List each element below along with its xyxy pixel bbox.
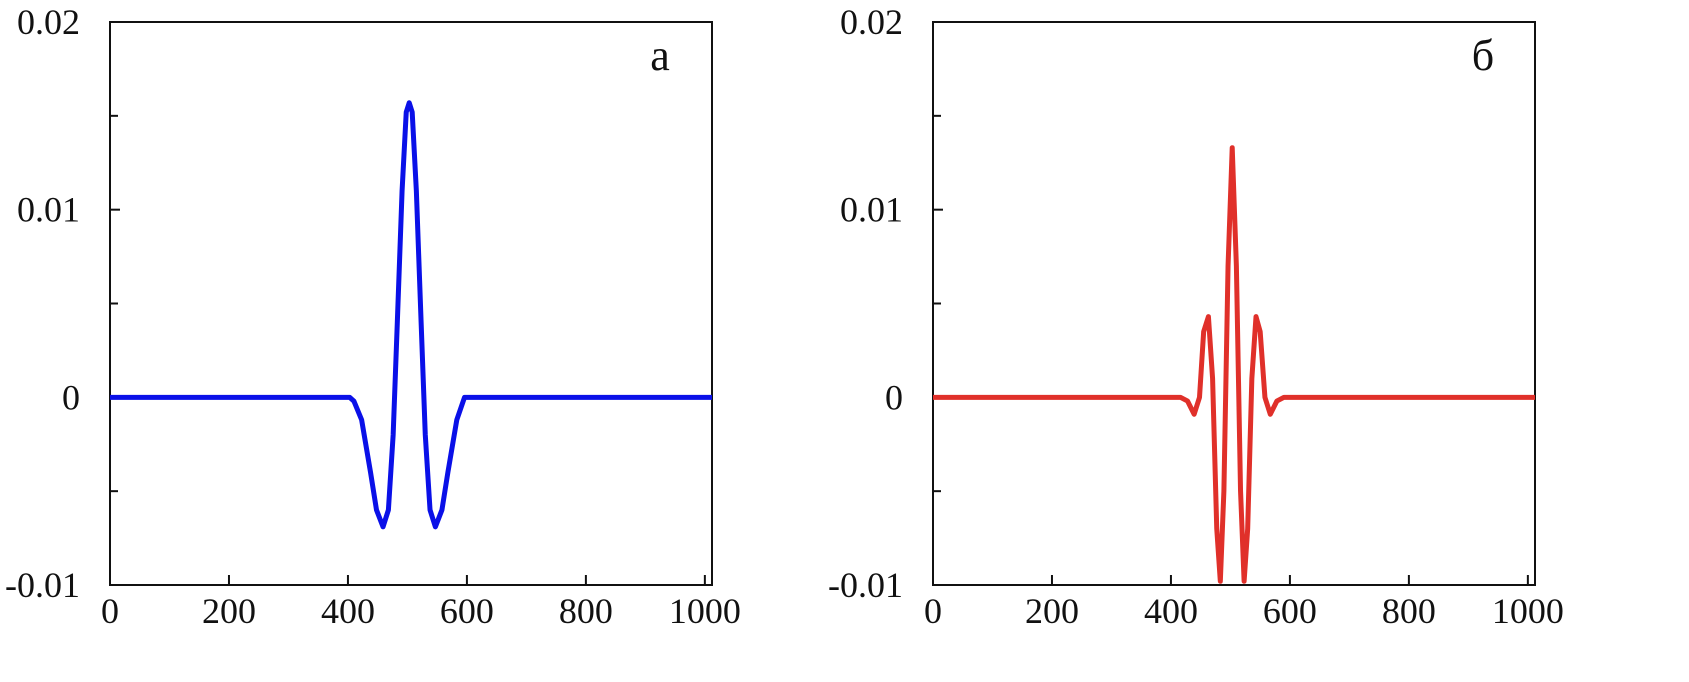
y-tick-label: 0.01 bbox=[840, 190, 903, 230]
x-tick-label: 600 bbox=[440, 591, 494, 631]
x-tick-label: 800 bbox=[1382, 591, 1436, 631]
y-tick-label: 0.02 bbox=[840, 2, 903, 42]
x-tick-label: 800 bbox=[559, 591, 613, 631]
data-line bbox=[110, 100, 712, 530]
y-tick-label: -0.01 bbox=[828, 565, 903, 605]
data-line bbox=[933, 145, 1535, 584]
panel-label: б bbox=[1472, 31, 1494, 80]
x-tick-label: 0 bbox=[924, 591, 942, 631]
x-tick-label: 600 bbox=[1263, 591, 1317, 631]
y-tick-label: 0.02 bbox=[17, 2, 80, 42]
x-tick-label: 1000 bbox=[669, 591, 741, 631]
panel-label: а bbox=[650, 31, 670, 80]
y-tick-label: -0.01 bbox=[5, 565, 80, 605]
x-tick-label: 200 bbox=[1025, 591, 1079, 631]
x-tick-label: 0 bbox=[101, 591, 119, 631]
x-tick-label: 400 bbox=[1144, 591, 1198, 631]
y-tick-label: 0.01 bbox=[17, 190, 80, 230]
plot-frame bbox=[932, 21, 1536, 586]
y-tick-label: 0 bbox=[885, 377, 903, 417]
x-tick-label: 1000 bbox=[1492, 591, 1564, 631]
x-tick-label: 200 bbox=[202, 591, 256, 631]
x-tick-label: 400 bbox=[321, 591, 375, 631]
y-tick-label: 0 bbox=[62, 377, 80, 417]
